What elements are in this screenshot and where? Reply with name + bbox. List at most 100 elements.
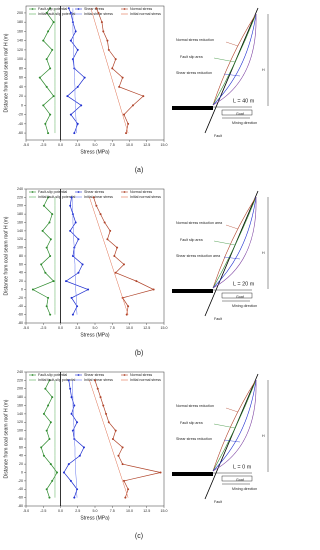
legend-label: Initial normal stress xyxy=(130,195,161,199)
y-tick-label: 220 xyxy=(17,195,23,199)
diagram-label: Normal stress reduction area xyxy=(176,221,222,225)
legend-marker xyxy=(123,8,126,10)
series-marker xyxy=(52,21,55,24)
series-marker xyxy=(69,229,72,232)
x-tick-label: 7.5 xyxy=(110,326,115,330)
series-line xyxy=(93,197,155,315)
shear-zone xyxy=(212,379,257,472)
diagram-label: Shear stress reduction xyxy=(176,437,212,441)
series-marker xyxy=(49,67,52,70)
diagram-label: Fault slip area xyxy=(180,55,203,59)
y-tick-label: 160 xyxy=(17,220,23,224)
series-marker xyxy=(77,271,80,274)
y-tick-label: -20 xyxy=(18,296,23,300)
caption: (b) xyxy=(135,350,144,357)
diagram-label: Mining direction xyxy=(232,304,257,308)
series-marker xyxy=(83,76,86,79)
series-line xyxy=(72,8,77,134)
series-marker xyxy=(69,204,72,207)
series-marker xyxy=(45,246,48,249)
normal-zone xyxy=(212,196,257,289)
x-tick-label: 5.0 xyxy=(93,326,98,330)
x-tick-label: 2.5 xyxy=(75,509,80,513)
series-marker xyxy=(100,21,103,24)
series-marker xyxy=(125,313,128,316)
goaf xyxy=(221,292,253,299)
series-marker xyxy=(73,496,76,499)
diagram-label: Goaf xyxy=(236,478,244,482)
series-marker xyxy=(49,463,52,466)
series-marker xyxy=(102,30,105,33)
pointer xyxy=(213,57,236,63)
series-marker xyxy=(81,263,84,266)
series-marker xyxy=(40,263,43,266)
series-marker xyxy=(117,454,120,457)
series-marker xyxy=(47,404,50,407)
diagram-label: Shear stress reduction xyxy=(176,71,212,75)
series-marker xyxy=(51,479,54,482)
y-tick-label: -40 xyxy=(18,122,23,126)
series-marker xyxy=(67,463,70,466)
series-marker xyxy=(73,132,76,135)
series-marker xyxy=(105,412,108,415)
legend-marker xyxy=(31,374,34,376)
y-tick-label: 20 xyxy=(19,279,23,283)
series-marker xyxy=(70,396,73,399)
series-marker xyxy=(122,263,125,266)
slip-zone xyxy=(212,13,257,106)
diagram-label: Normal stress reduction xyxy=(176,38,214,42)
y-axis-label: Distance from coal seam roof H (m) xyxy=(3,399,9,478)
caption: (a) xyxy=(135,167,144,174)
series-marker xyxy=(103,221,106,224)
legend-label: Initial shear stress xyxy=(84,195,113,199)
x-tick-label: -2.5 xyxy=(40,326,46,330)
series-marker xyxy=(49,7,52,10)
series-marker xyxy=(76,48,79,51)
legend-marker xyxy=(123,191,126,193)
diagram-label: Shear stress reduction area xyxy=(176,254,220,258)
y-tick-label: 100 xyxy=(17,429,23,433)
y-tick-label: 120 xyxy=(17,420,23,424)
series-marker xyxy=(45,58,48,61)
legend-marker xyxy=(77,374,80,376)
panel: -5.0 -2.5 0.0 2.5 5.0 7.5 10.0 12.5 15.0 -80 -60 -4… xyxy=(3,370,269,540)
pointer xyxy=(213,423,236,429)
series-marker xyxy=(42,39,45,42)
pointer xyxy=(223,256,241,260)
y-tick-label: 180 xyxy=(17,20,23,24)
y-tick-label: 120 xyxy=(17,48,23,52)
series-marker xyxy=(45,11,48,14)
y-tick-label: 80 xyxy=(19,254,23,258)
series-marker xyxy=(96,387,99,390)
pointer xyxy=(225,224,239,230)
y-tick-label: -60 xyxy=(18,313,23,317)
y-tick-label: 80 xyxy=(19,66,23,70)
outer-zone xyxy=(212,13,257,106)
shear-zone xyxy=(212,13,257,106)
series-marker xyxy=(107,421,110,424)
fault xyxy=(204,373,259,500)
pointer xyxy=(223,73,241,77)
x-tick-label: -2.5 xyxy=(40,509,46,513)
series-marker xyxy=(122,113,125,116)
series-line xyxy=(71,197,78,315)
series-marker xyxy=(40,446,43,449)
series-marker xyxy=(49,421,52,424)
series-marker xyxy=(69,479,72,482)
series-line xyxy=(39,8,55,134)
y-tick-label: 0 xyxy=(21,103,23,107)
y-tick-label: 200 xyxy=(17,204,23,208)
plot-frame xyxy=(25,5,165,141)
series-marker xyxy=(127,305,130,308)
series-marker xyxy=(102,404,105,407)
diagram-label: L = 40 m xyxy=(233,98,255,104)
series-marker xyxy=(74,221,77,224)
series-marker xyxy=(99,396,102,399)
diagram-label: Fault slip area xyxy=(180,421,203,425)
series-marker xyxy=(142,95,145,98)
series-marker xyxy=(66,95,69,98)
plot-frame xyxy=(25,371,165,507)
y-tick-label: 60 xyxy=(19,262,23,266)
y-tick-label: 220 xyxy=(17,378,23,382)
y-tick-label: 20 xyxy=(19,462,23,466)
